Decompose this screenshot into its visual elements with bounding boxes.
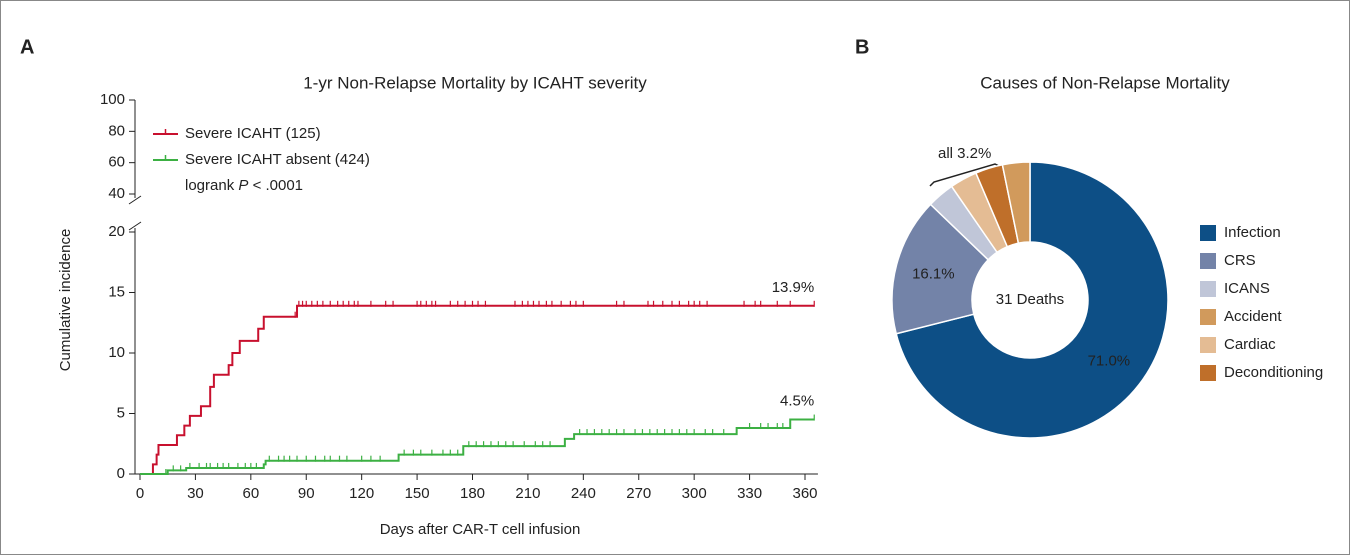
center-label: 31 Deaths bbox=[996, 291, 1064, 308]
x-axis-label: Days after CAR-T cell infusion bbox=[380, 521, 581, 538]
legend-swatch bbox=[1200, 281, 1216, 297]
y-tick-label: 15 bbox=[108, 283, 125, 300]
step-line bbox=[140, 418, 815, 475]
legend-swatch bbox=[1200, 253, 1216, 269]
legend-swatch bbox=[1200, 225, 1216, 241]
end-label: 13.9% bbox=[772, 279, 815, 296]
axis-break bbox=[128, 195, 142, 231]
x-tick-label: 330 bbox=[737, 485, 762, 502]
x-tick-label: 30 bbox=[187, 485, 204, 502]
legend-label: Deconditioning bbox=[1224, 364, 1323, 381]
y-tick-label: 100 bbox=[100, 91, 125, 108]
x-tick-label: 90 bbox=[298, 485, 315, 502]
legend-label: Accident bbox=[1224, 308, 1282, 325]
y-tick-label: 80 bbox=[108, 122, 125, 139]
x-tick-label: 150 bbox=[405, 485, 430, 502]
legend-label: Cardiac bbox=[1224, 336, 1276, 353]
slice bbox=[1001, 161, 1031, 245]
value-label: 16.1% bbox=[912, 265, 955, 282]
x-tick-label: 0 bbox=[136, 485, 144, 502]
legend-label: Infection bbox=[1224, 224, 1281, 241]
y-tick-label: 40 bbox=[108, 185, 125, 202]
y-tick-label: 5 bbox=[117, 404, 125, 421]
x-tick-label: 360 bbox=[792, 485, 817, 502]
y-tick-label: 60 bbox=[108, 154, 125, 171]
legend-label: CRS bbox=[1224, 252, 1256, 269]
x-tick-label: 120 bbox=[349, 485, 374, 502]
y-axis-label: Cumulative incidence bbox=[57, 229, 74, 372]
panel-letter: B bbox=[855, 36, 869, 58]
chart-title: 1-yr Non-Relapse Mortality by ICAHT seve… bbox=[303, 73, 647, 92]
x-tick-label: 210 bbox=[515, 485, 540, 502]
group-bracket bbox=[929, 163, 1000, 187]
end-label: 4.5% bbox=[780, 393, 814, 410]
chart-title: Causes of Non-Relapse Mortality bbox=[980, 73, 1230, 92]
step-line bbox=[140, 304, 815, 475]
annotation-text: < .0001 bbox=[253, 177, 303, 194]
value-label: 71.0% bbox=[1088, 352, 1131, 369]
legend-swatch bbox=[1200, 309, 1216, 325]
panel-letter: A bbox=[20, 36, 34, 58]
x-tick-label: 270 bbox=[626, 485, 651, 502]
slice bbox=[895, 161, 1169, 439]
legend-label: Severe ICAHT absent (424) bbox=[185, 151, 370, 168]
x-tick-label: 300 bbox=[682, 485, 707, 502]
x-tick-label: 180 bbox=[460, 485, 485, 502]
legend-swatch bbox=[1200, 365, 1216, 381]
y-tick-label: 0 bbox=[117, 465, 125, 482]
y-tick-label: 20 bbox=[108, 223, 125, 240]
x-tick-label: 60 bbox=[242, 485, 259, 502]
y-tick-label: 10 bbox=[108, 344, 125, 361]
legend-label: ICANS bbox=[1224, 280, 1270, 297]
legend-swatch bbox=[1200, 337, 1216, 353]
x-tick-label: 240 bbox=[571, 485, 596, 502]
annotation-text: P bbox=[238, 177, 248, 194]
group-label: all 3.2% bbox=[938, 145, 991, 162]
legend-label: Severe ICAHT (125) bbox=[185, 125, 321, 142]
annotation-text: logrank bbox=[185, 177, 235, 194]
annotation: logrank P < .0001 bbox=[185, 177, 303, 194]
